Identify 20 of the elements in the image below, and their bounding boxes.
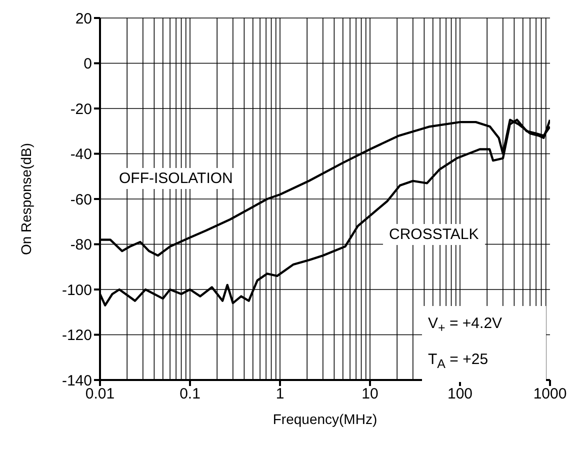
series-label: CROSSTALK xyxy=(383,224,485,245)
x-tick-label: 1000 xyxy=(533,386,567,403)
y-tick-label: -100 xyxy=(62,282,92,299)
y-tick-label: -20 xyxy=(70,100,92,118)
x-tick-label: 0.1 xyxy=(180,386,200,403)
y-tick-label: -60 xyxy=(70,191,92,208)
y-axis-title: On Response(dB) xyxy=(18,142,34,256)
annotation: V$_{+}$ = +4.2V xyxy=(428,314,504,337)
y-tick-label: -40 xyxy=(70,146,92,164)
y-tick-label: -80 xyxy=(70,236,92,254)
series-label: OFF-ISOLATION xyxy=(113,168,239,189)
x-tick-label: 10 xyxy=(362,386,378,403)
annotation: T$_{A}$ = +25 xyxy=(428,350,490,373)
y-tick-label: 0 xyxy=(84,56,92,73)
x-tick-label: 1 xyxy=(276,386,284,403)
y-tick-label: 20 xyxy=(75,10,92,28)
x-axis-title: Frequency(MHz) xyxy=(272,411,378,427)
y-tick-label: -120 xyxy=(62,327,92,344)
x-tick-label: 100 xyxy=(447,386,473,403)
note-box: V$_{+}$ = +4.2V T$_{A}$ = +25 xyxy=(422,306,546,382)
